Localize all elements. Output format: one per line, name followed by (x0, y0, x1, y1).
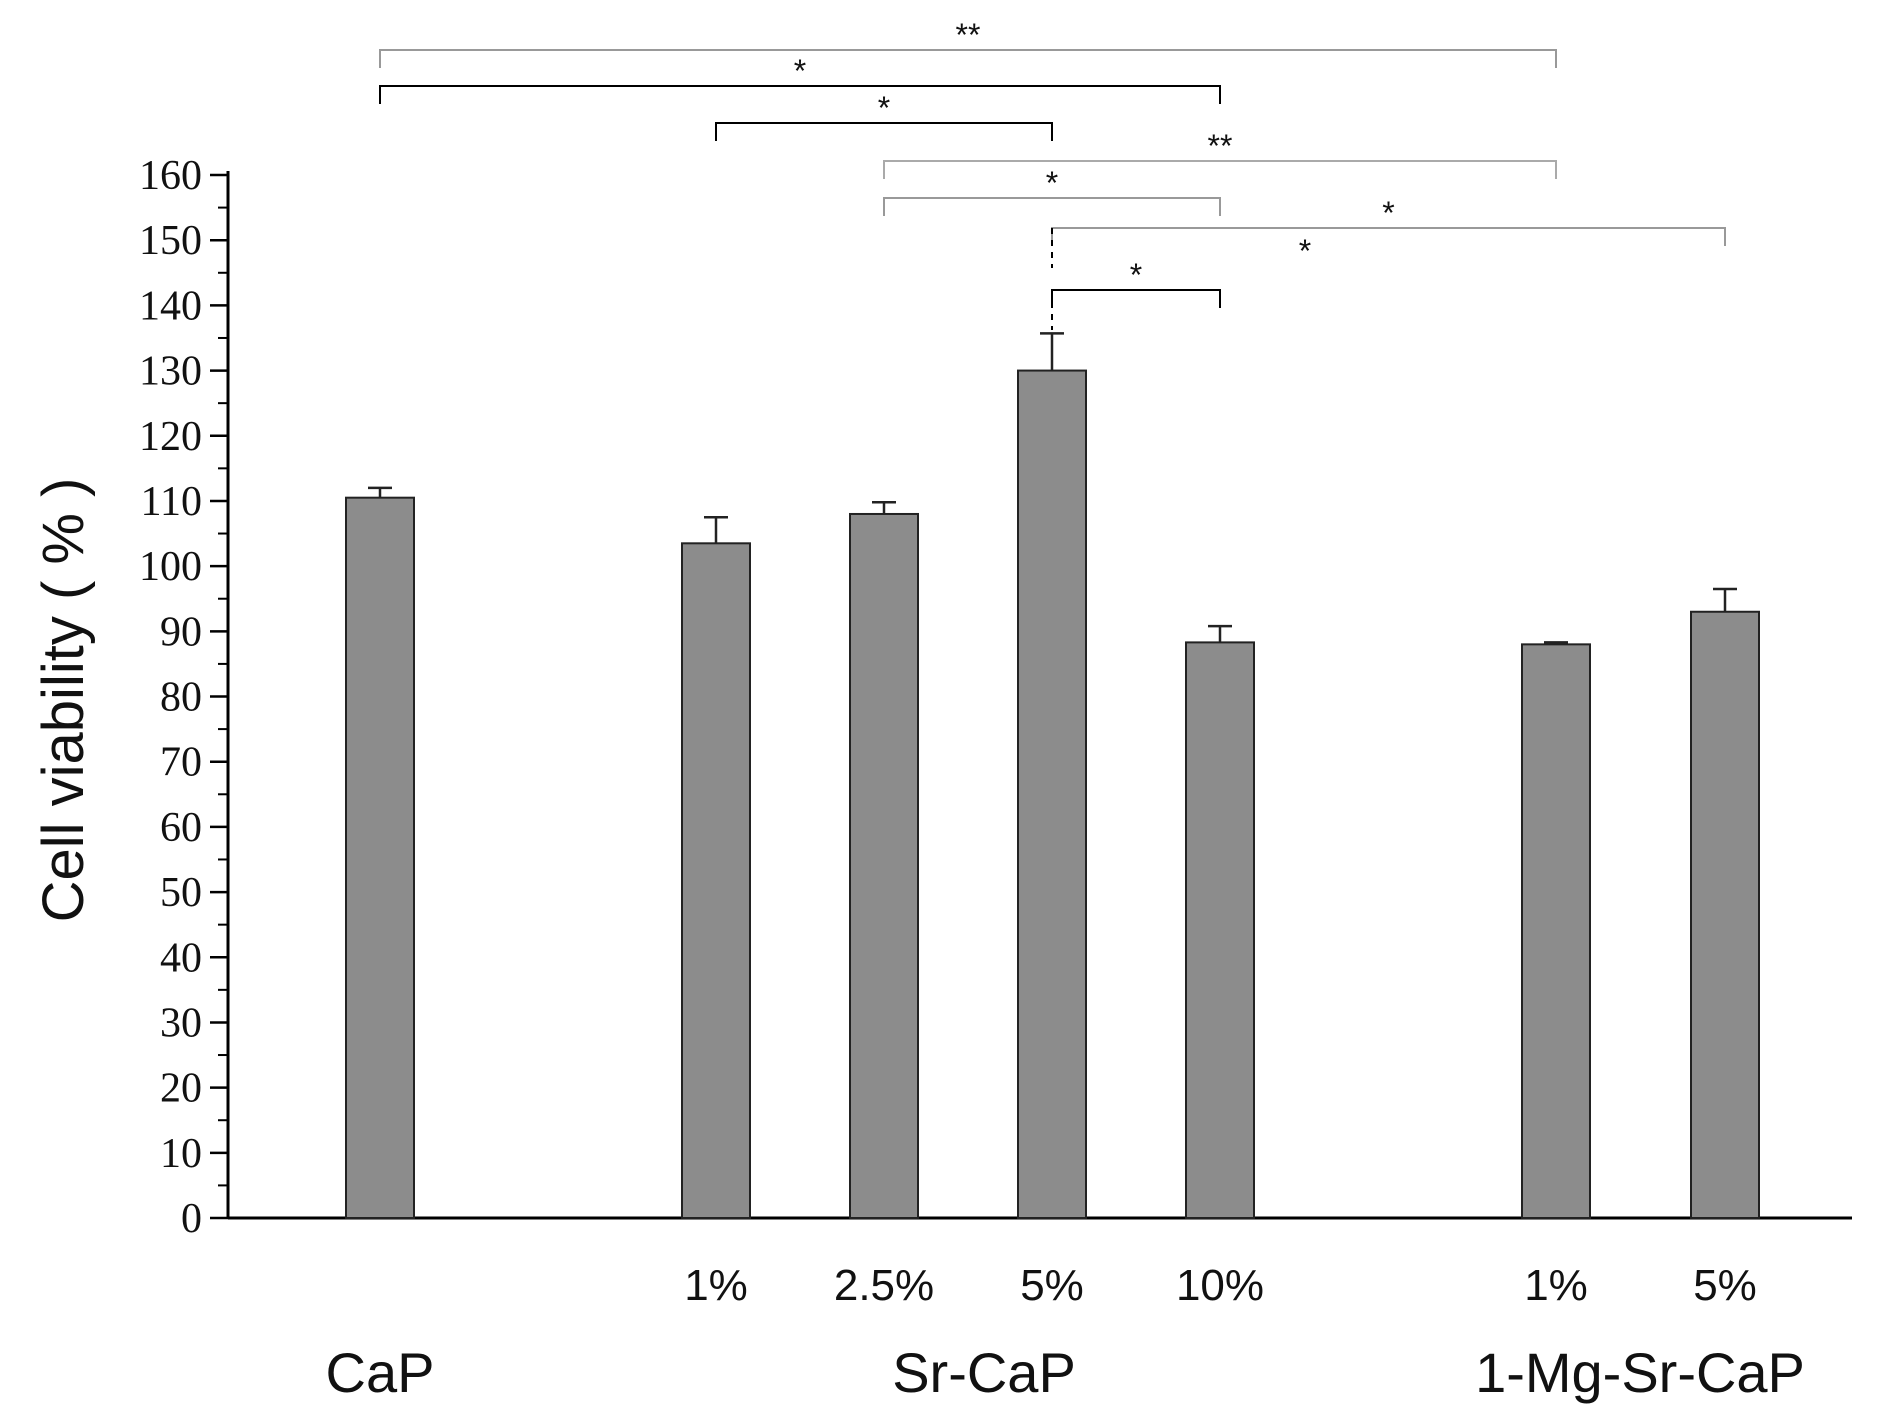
y-tick-label: 30 (160, 1000, 202, 1046)
group-label: Sr-CaP (892, 1341, 1076, 1404)
group-label: CaP (326, 1341, 435, 1404)
y-tick-label: 130 (139, 349, 202, 395)
bar (1690, 610, 1760, 1219)
group-label: 1-Mg-Sr-CaP (1475, 1341, 1805, 1404)
y-tick-label: 120 (139, 414, 202, 460)
labels: Cell viability ( % ) 1% 2.5% 5% 10% 1% 5% CaP Sr… (31, 478, 1805, 1404)
significance-label: ** (1208, 128, 1233, 164)
y-tick-label: 110 (141, 479, 202, 525)
significance-bracket (883, 160, 1557, 179)
y-axis-label: Cell viability ( % ) (31, 478, 96, 923)
significance-brackets: ********** (379, 17, 1726, 330)
error-bars (368, 332, 1737, 645)
bar (1521, 643, 1591, 1219)
significance-label: * (1130, 257, 1142, 293)
significance-bracket (1051, 227, 1726, 246)
significance-bracket (379, 85, 1221, 104)
y-tick-label: 90 (160, 609, 202, 655)
y-tick-label: 100 (139, 544, 202, 590)
significance-label: * (1299, 233, 1311, 269)
y-tick-label: 50 (160, 870, 202, 916)
x-tick-label: 5% (1693, 1261, 1757, 1310)
x-tick-label: 1% (1524, 1261, 1588, 1310)
y-tick-label: 20 (160, 1066, 202, 1112)
x-tick-label: 10% (1176, 1261, 1264, 1310)
significance-bracket (379, 49, 1557, 68)
significance-bracket (883, 197, 1221, 216)
bar (849, 512, 919, 1219)
significance-bracket (715, 122, 1053, 141)
significance-bracket (1051, 289, 1221, 308)
bar (1017, 369, 1087, 1219)
x-tick-label: 2.5% (834, 1261, 934, 1310)
x-tick-label: 5% (1020, 1261, 1084, 1310)
significance-label: * (878, 90, 890, 126)
y-tick-label: 80 (160, 675, 202, 721)
y-tick-label: 150 (139, 218, 202, 264)
bars (345, 369, 1760, 1220)
y-tick-label: 140 (139, 283, 202, 329)
significance-label: * (1046, 165, 1058, 201)
y-tick-label: 70 (160, 740, 202, 786)
axes: 0 10 20 30 40 50 60 70 80 90 100 110 120 130 140 150 160 (139, 153, 1852, 1242)
significance-label: * (794, 53, 806, 89)
y-tick-label: 160 (139, 153, 202, 199)
y-tick-label: 40 (160, 935, 202, 981)
y-tick-label: 60 (160, 805, 202, 851)
significance-label: ** (956, 17, 981, 53)
y-tick-label: 10 (160, 1131, 202, 1177)
bar (681, 542, 751, 1219)
significance-label: * (1382, 195, 1394, 231)
y-tick-label: 0 (181, 1196, 202, 1242)
bar (1185, 641, 1255, 1219)
bar (345, 496, 415, 1220)
x-tick-label: 1% (684, 1261, 748, 1310)
